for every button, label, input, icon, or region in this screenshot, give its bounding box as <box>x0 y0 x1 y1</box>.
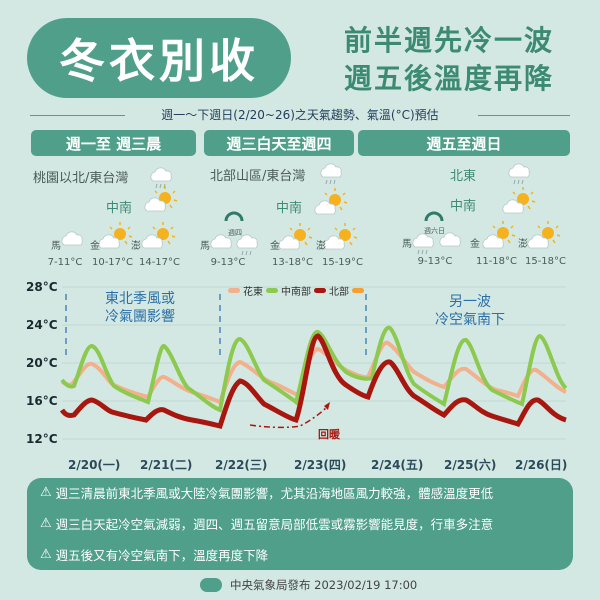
y-tick: 12°C <box>26 432 58 446</box>
sun-cloud-icon <box>278 222 313 250</box>
temperature-chart <box>59 286 568 440</box>
annotation-warming: 回暖 <box>318 428 340 441</box>
sun-cloud-icon <box>323 222 358 250</box>
series-huadong-line <box>61 340 567 405</box>
weather-icons-layer <box>61 163 561 256</box>
region-label: 中南 <box>450 199 477 214</box>
island-temp: 13-18°C <box>271 257 314 268</box>
series-north-line <box>59 333 567 429</box>
note-text: 週五後又有冷空氣南下，溫度再度下降 <box>55 548 269 563</box>
island-label: 金 <box>90 241 100 252</box>
footer: 中央氣象局發布 2023/02/19 17:00 <box>200 577 450 593</box>
headline-line2: 週五後溫度再降 <box>343 62 554 95</box>
island-label: 金 <box>270 241 280 252</box>
divider-right <box>478 115 570 116</box>
cwb-logo-icon <box>200 578 222 592</box>
headline-line1: 前半週先冷一波 <box>343 24 554 57</box>
cloud-rain-icon <box>412 233 434 255</box>
region-label: 北部山區/東台灣 <box>210 169 306 184</box>
island-temp: 7-11°C <box>47 257 83 268</box>
cloud-rain-icon <box>508 163 530 185</box>
region-label: 中南 <box>276 201 303 216</box>
legend-swatch <box>266 288 278 293</box>
x-tick: 2/20(一) <box>68 458 121 472</box>
sun-cloud-icon <box>527 220 561 249</box>
note-text: 週三白天起冷空氣減弱，週四、週五留意局部低雲或霧影響能見度，行車多注意 <box>55 517 494 532</box>
island-temp: 10-17°C <box>91 257 134 268</box>
annotation-line: 冷氣團影響 <box>105 309 175 325</box>
y-tick: 28°C <box>26 280 58 294</box>
island-label: 金 <box>470 239 480 250</box>
warming-trend-arrow <box>249 405 329 429</box>
x-tick: 2/26(日) <box>515 458 568 472</box>
title-badge: 冬衣別收 <box>27 18 291 98</box>
x-tick: 2/22(三) <box>215 458 268 472</box>
island-temp: 9-13°C <box>417 256 453 267</box>
region-label: 桃園以北/東台灣 <box>33 171 129 186</box>
cloud-rain-icon <box>150 167 172 189</box>
period-1-header: 週一至 週三晨 <box>31 130 196 156</box>
island-label: 澎 <box>316 241 326 252</box>
cloud-rain-icon <box>320 163 342 185</box>
y-tick: 24°C <box>26 318 58 332</box>
sun-cloud-icon <box>502 186 536 214</box>
legend-swatch <box>352 288 364 293</box>
chart-legend: 花東 中南部 北部 <box>228 283 364 298</box>
island-label: 澎 <box>131 241 141 252</box>
period-2-header: 週三白天至週四 <box>204 130 354 156</box>
sun-cloud-icon <box>141 221 176 249</box>
legend-label: 北部 <box>329 287 349 298</box>
x-tick: 2/25(六) <box>444 458 497 472</box>
matsu-note: 週四 <box>228 229 242 237</box>
annotation-line: 東北季風或 <box>105 291 175 307</box>
headline: 前半週先冷一波 週五後溫度再降 <box>318 22 580 98</box>
legend-label: 花東 <box>243 287 263 298</box>
sun-cloud-icon <box>314 187 348 215</box>
island-label: 馬 <box>402 239 412 250</box>
legend-swatch <box>314 288 326 293</box>
region-label: 北東 <box>450 169 477 184</box>
annotation-another-wave: 另一波 冷空氣南下 <box>430 293 510 329</box>
subtitle: 週一～下週日(2/20~26)之天氣趨勢、氣溫(°C)預估 <box>161 108 439 122</box>
island-label: 澎 <box>518 239 528 250</box>
note-item: ⚠ 週三清晨前東北季風或大陸冷氣團影響，尤其沿海地區風力較強，體感溫度更低 <box>40 483 493 502</box>
series-central-south-line <box>60 325 568 413</box>
island-label: 馬 <box>51 241 61 252</box>
notes-panel <box>27 478 573 570</box>
divider-left <box>30 115 125 116</box>
island-temp: 9-13°C <box>210 257 246 268</box>
sun-cloud-icon <box>482 220 516 249</box>
annotation-cold-air: 東北季風或 冷氣團影響 <box>100 290 180 326</box>
alarm-icon: ⚠ <box>40 547 52 562</box>
arrow-head-icon <box>324 402 330 410</box>
island-temp: 15-19°C <box>321 257 364 268</box>
x-tick: 2/21(二) <box>140 458 193 472</box>
y-tick: 20°C <box>26 356 58 370</box>
alarm-icon: ⚠ <box>40 516 52 531</box>
x-tick: 2/23(四) <box>294 458 347 472</box>
footer-text: 中央氣象局發布 2023/02/19 17:00 <box>230 578 418 592</box>
matsu-note: 週六日 <box>424 227 445 235</box>
cloud-icon <box>61 231 83 246</box>
annotation-line: 另一波 <box>449 294 491 310</box>
note-item: ⚠ 週五後又有冷空氣南下，溫度再度下降 <box>40 545 268 564</box>
region-label: 中南 <box>106 201 133 216</box>
sun-cloud-icon <box>144 185 178 212</box>
island-temp: 11-18°C <box>475 256 518 267</box>
period-3-header: 週五至週日 <box>358 130 570 156</box>
island-temp: 15-18°C <box>524 256 567 267</box>
transition-arrow-icon <box>224 211 244 222</box>
alarm-icon: ⚠ <box>40 485 52 500</box>
y-tick: 16°C <box>26 394 58 408</box>
sun-cloud-icon <box>98 221 133 249</box>
island-temp: 14-17°C <box>138 257 181 268</box>
annotation-line: 冷空氣南下 <box>435 312 505 328</box>
legend-label: 中南部 <box>281 287 311 298</box>
x-tick: 2/24(五) <box>371 458 424 472</box>
note-item: ⚠ 週三白天起冷空氣減弱，週四、週五留意局部低雲或霧影響能見度，行車多注意 <box>40 514 493 533</box>
island-label: 馬 <box>200 241 210 252</box>
transition-arrow-icon <box>424 211 444 222</box>
legend-swatch <box>228 288 240 293</box>
note-text: 週三清晨前東北季風或大陸冷氣團影響，尤其沿海地區風力較強，體感溫度更低 <box>55 486 494 501</box>
